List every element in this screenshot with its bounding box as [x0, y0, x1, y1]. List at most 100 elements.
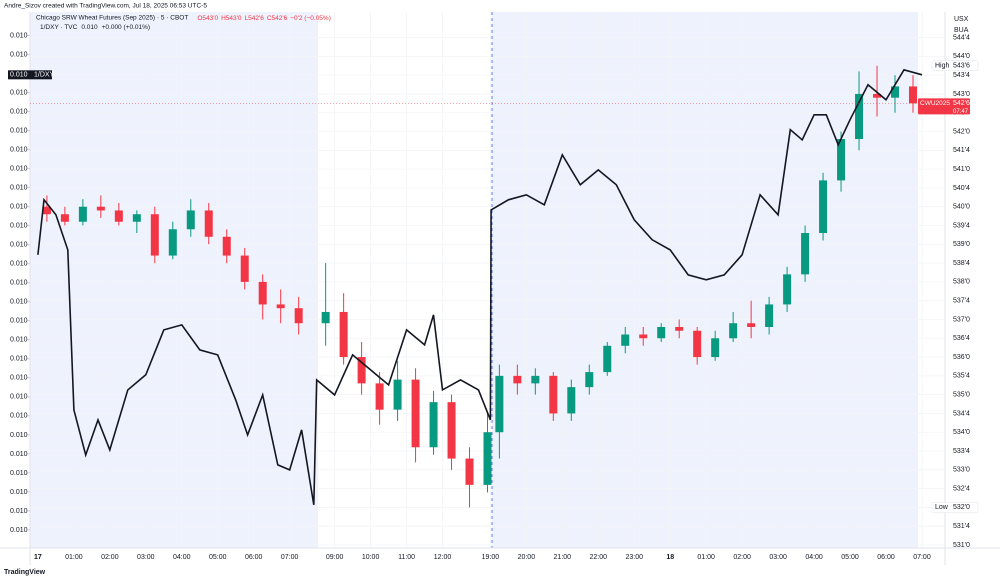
x-tick-label: 06:00 — [245, 554, 263, 561]
candle-body — [60, 214, 69, 222]
last-value-box — [8, 70, 52, 80]
y2-tick-label: 0.010 — [10, 375, 28, 382]
candle-body — [801, 233, 810, 275]
y2-tick-label: 0.010 — [10, 470, 28, 477]
y-tick-label: 538'0 — [953, 279, 970, 286]
x-tick-label: 05:00 — [209, 554, 227, 561]
y-tick-label: 537'4 — [953, 298, 970, 305]
y-tick-label: 544'4 — [953, 34, 970, 41]
last-price-countdown: 07:47 — [953, 109, 969, 115]
y2-tick-label: 0.010 — [10, 489, 28, 496]
y2-tick-label: 0.010 — [10, 356, 28, 363]
candle-body — [711, 338, 720, 358]
candle-body — [585, 372, 594, 388]
candle-body — [873, 93, 882, 98]
y2-tick-label: 0.010 — [10, 90, 28, 97]
candle-body — [429, 402, 438, 448]
x-tick-label: 01:00 — [65, 554, 83, 561]
y-tick-label: 544'0 — [953, 53, 970, 60]
y2-tick-label: 0.010 — [10, 299, 28, 306]
candle-body — [357, 357, 366, 384]
y2-tick-label: 0.010 — [10, 394, 28, 401]
candle-body — [339, 311, 348, 358]
x-tick-label: 09:00 — [326, 554, 344, 561]
x-tick-label: 20:00 — [518, 554, 536, 561]
x-tick-label: 02:00 — [101, 554, 119, 561]
y2-tick-label: 0.010 — [10, 109, 28, 116]
candle-body — [729, 323, 738, 339]
currency: USX — [954, 16, 969, 23]
series-short-name: 1/DXY — [34, 72, 55, 79]
candle-body — [908, 86, 917, 104]
brand: TradingView — [4, 569, 46, 576]
x-tick-label: 22:00 — [590, 554, 608, 561]
last-price-box — [918, 98, 970, 115]
candle-body — [603, 345, 612, 373]
candle-body — [168, 229, 177, 256]
y-tick-label: 541'4 — [953, 147, 970, 154]
y-tick-label: 539'4 — [953, 222, 970, 229]
candle-body — [294, 308, 303, 324]
y2-tick-label: 0.010 — [10, 185, 28, 192]
legend-part: +0.000 (+0.01%) — [102, 24, 150, 31]
y-tick-label: 542'0 — [953, 128, 970, 135]
candle-body — [483, 432, 492, 485]
y2-tick-label: 0.010 — [10, 337, 28, 344]
x-tick-label: 21:00 — [554, 554, 572, 561]
price-label-box — [931, 502, 979, 513]
x-tick-label: 10:00 — [362, 554, 380, 561]
candle-body — [837, 139, 846, 181]
candle-body — [447, 402, 456, 459]
line-series — [37, 68, 923, 506]
y-tick-label: 535'0 — [953, 391, 970, 398]
session-shade — [30, 12, 318, 548]
candle-body — [96, 206, 105, 211]
x-tick-label: 19:00 — [482, 554, 500, 561]
legend-ohlc-value: O543'0 — [197, 15, 218, 22]
y-tick-label: 543'4 — [953, 72, 970, 79]
y2-tick-label: 0.010 — [10, 33, 28, 40]
last-price-name: CWU2025 — [920, 100, 950, 107]
candle-body — [495, 375, 504, 433]
candle-body — [240, 255, 249, 282]
price-label-box — [931, 60, 979, 72]
unit: BUA — [954, 27, 969, 34]
candle-body — [891, 86, 900, 98]
candle-body — [276, 304, 285, 309]
y-tick-label: 538'4 — [953, 260, 970, 267]
candle-body — [186, 210, 195, 230]
candle-body — [675, 326, 684, 331]
candle-body — [150, 214, 159, 256]
y-tick-label: 540'4 — [953, 185, 970, 192]
y-tick-label: 531'4 — [953, 523, 970, 530]
y-tick-label: 533'0 — [953, 467, 970, 474]
x-tick-label: 05:00 — [841, 554, 859, 561]
x-tick-label: 17 — [34, 554, 42, 561]
x-tick-label: 12:00 — [434, 554, 452, 561]
y2-tick-label: 0.010 — [10, 432, 28, 439]
candle-body — [765, 304, 774, 327]
candle-body — [393, 379, 402, 410]
y2-tick-label: 0.010 — [10, 128, 28, 135]
x-tick-label: 11:00 — [398, 554, 415, 561]
candle-body — [747, 323, 756, 327]
y2-tick-label: 0.010 — [10, 223, 28, 230]
y2-tick-label: 0.010 — [10, 52, 28, 59]
candle-body — [204, 210, 213, 237]
y-tick-label: 540'0 — [953, 204, 970, 211]
legend-ohlc-value: H543'0 — [221, 15, 242, 22]
y-tick-label: 541'0 — [953, 166, 970, 173]
candle-body — [465, 458, 474, 485]
candle-body — [78, 206, 87, 222]
y-tick-label: 536'4 — [953, 335, 970, 342]
y2-tick-label: 0.010 — [10, 318, 28, 325]
x-tick-label: 18 — [666, 554, 674, 561]
price-label-name: Low — [935, 504, 949, 511]
y-tick-label: 543'0 — [953, 91, 970, 98]
y2-tick-label: 0.010 — [10, 204, 28, 211]
candle-body — [693, 330, 702, 358]
candle-body — [855, 93, 864, 140]
candle-body — [531, 375, 540, 384]
